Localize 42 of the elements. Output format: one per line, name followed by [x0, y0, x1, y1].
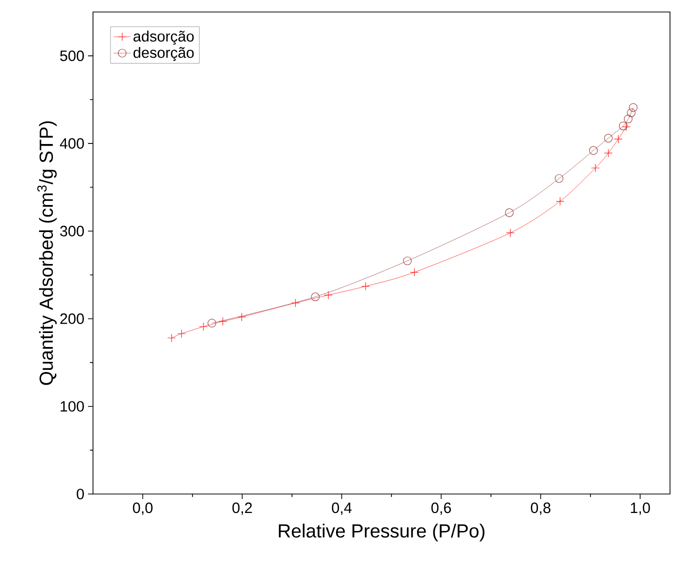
x-tick-label: 0,8 [530, 502, 550, 515]
y-axis-title: Quantity Adsorbed (cm$^{3}$/g STP) [37, 121, 57, 385]
point [604, 148, 613, 158]
point [506, 228, 515, 238]
point [237, 312, 246, 322]
y-tick-label: 500 [60, 50, 84, 62]
point [311, 292, 320, 302]
point [199, 322, 208, 331]
point [626, 108, 636, 118]
point [403, 256, 412, 266]
legend-label: desorção [134, 46, 194, 61]
x-tick-label: 0,4 [332, 502, 352, 515]
y-tick-label: 100 [60, 401, 84, 412]
point [208, 318, 216, 328]
point [291, 298, 300, 308]
y-tick-label: 0 [76, 488, 84, 500]
point [324, 290, 333, 300]
point [177, 329, 186, 338]
x-tick-label: 0,6 [431, 502, 451, 515]
point [361, 282, 370, 291]
x-tick-label: 0,2 [232, 502, 252, 515]
point [589, 146, 598, 155]
y-tick-label: 200 [60, 313, 84, 324]
point [167, 334, 176, 342]
point [622, 122, 631, 132]
point [624, 114, 633, 124]
legend-label: adsorção [134, 30, 194, 45]
point [556, 196, 564, 206]
point [410, 268, 419, 277]
point [505, 208, 514, 217]
point [618, 122, 628, 130]
y-tick-label: 400 [60, 138, 84, 149]
x-tick-label: 1,0 [630, 502, 650, 515]
point [604, 134, 613, 142]
x-tick-label: 0,0 [132, 502, 153, 515]
point [614, 134, 623, 144]
point [218, 317, 228, 326]
x-axis-title: Relative Pressure (P/Po) [278, 524, 484, 542]
y-tick-label: 300 [60, 226, 84, 236]
point [554, 174, 564, 183]
point [591, 164, 600, 172]
point [628, 103, 638, 112]
